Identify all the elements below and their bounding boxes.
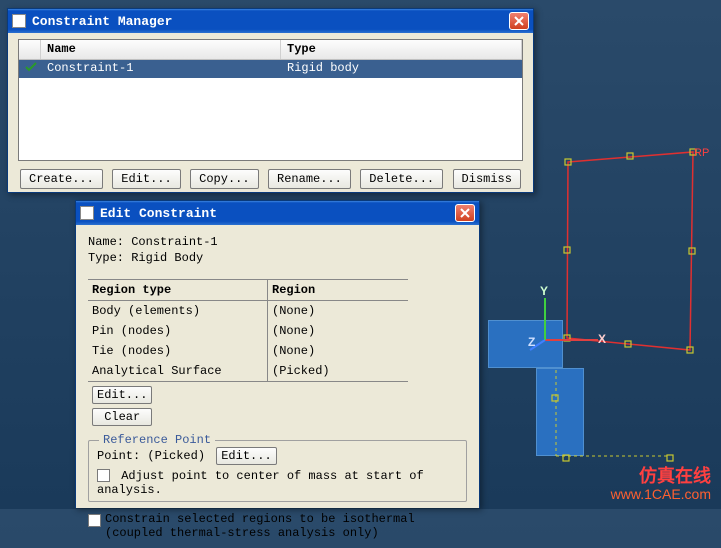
delete-button[interactable]: Delete... [360, 169, 443, 189]
constraint-manager-window: Constraint Manager Name Type Constraint-… [7, 8, 534, 193]
row-type: Rigid body [281, 60, 522, 78]
col-name-header: Name [41, 40, 281, 59]
watermark-cn: 仿真在线 [639, 462, 711, 488]
region-table[interactable]: Region type Region Body (elements) (None… [88, 279, 408, 382]
axis-x-label: X [598, 332, 606, 346]
reference-point-legend: Reference Point [99, 433, 215, 447]
region-type-header: Region type [88, 280, 268, 300]
table-row[interactable]: Constraint-1 Rigid body [19, 60, 522, 78]
point-value: (Picked) [147, 449, 205, 463]
reference-point-group: Reference Point Point: (Picked) Edit... … [88, 440, 467, 502]
window-icon [80, 206, 94, 220]
row-name: Constraint-1 [41, 60, 281, 78]
region-clear-button[interactable]: Clear [92, 408, 152, 426]
viewport-part-1 [488, 320, 563, 368]
isothermal-checkbox[interactable] [88, 514, 101, 527]
axis-y-label: Y [540, 284, 548, 298]
edit-button[interactable]: Edit... [112, 169, 180, 189]
close-icon[interactable] [455, 204, 475, 222]
close-icon[interactable] [509, 12, 529, 30]
ec-title: Edit Constraint [100, 206, 455, 221]
name-label: Name: [88, 235, 124, 249]
viewport-part-2 [536, 368, 584, 456]
table-row[interactable]: Analytical Surface (Picked) [88, 361, 408, 381]
constraint-table[interactable]: Name Type Constraint-1 Rigid body [18, 39, 523, 161]
region-header: Region [268, 280, 408, 300]
table-row[interactable]: Body (elements) (None) [88, 301, 408, 321]
name-value: Constraint-1 [131, 235, 217, 249]
watermark-url: www.1CAE.com [611, 486, 711, 502]
copy-button[interactable]: Copy... [190, 169, 258, 189]
dismiss-button[interactable]: Dismiss [453, 169, 521, 189]
edit-constraint-window: Edit Constraint Name: Constraint-1 Type:… [75, 200, 480, 508]
cm-titlebar[interactable]: Constraint Manager [8, 9, 533, 33]
table-row[interactable]: Pin (nodes) (None) [88, 321, 408, 341]
col-type-header: Type [281, 40, 522, 59]
axis-z-label: Z [528, 335, 535, 349]
type-label: Type: [88, 251, 124, 265]
create-button[interactable]: Create... [20, 169, 103, 189]
check-icon [19, 60, 41, 78]
adjust-label: Adjust point to center of mass at start … [97, 469, 424, 497]
window-icon [12, 14, 26, 28]
rp-label: RP [694, 147, 709, 159]
ec-titlebar[interactable]: Edit Constraint [76, 201, 479, 225]
isothermal-label: Constrain selected regions to be isother… [105, 512, 415, 540]
adjust-checkbox[interactable] [97, 469, 110, 482]
point-label: Point: [97, 449, 140, 463]
type-value: Rigid Body [131, 251, 203, 265]
point-edit-button[interactable]: Edit... [216, 447, 276, 465]
table-row[interactable]: Tie (nodes) (None) [88, 341, 408, 361]
rename-button[interactable]: Rename... [268, 169, 351, 189]
region-edit-button[interactable]: Edit... [92, 386, 152, 404]
cm-title: Constraint Manager [32, 14, 509, 29]
